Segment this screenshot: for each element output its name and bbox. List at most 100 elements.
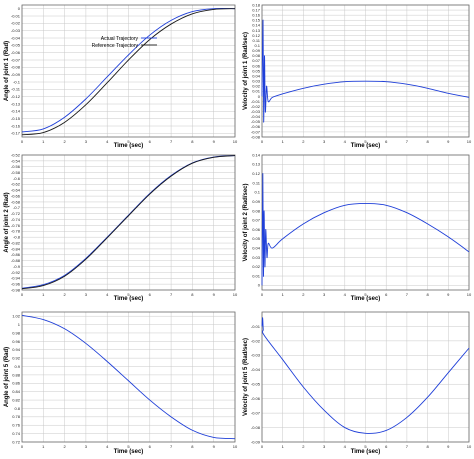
y-tick-label: -0.86 xyxy=(11,252,21,257)
x-tick-label: 8 xyxy=(426,292,429,297)
panel-angle-joint-2: 0 1 2 3 4 5 6 7 8 9 10-0.52-0.54-0.56-0.58-0.6-0.6… xyxy=(4,152,238,302)
y-tick-label: -0.05 xyxy=(11,43,21,48)
x-tick-label: 10 xyxy=(233,139,238,144)
x-tick-label: 10 xyxy=(467,139,472,144)
y-tick-label: -0.11 xyxy=(11,87,21,92)
plot-frame xyxy=(21,4,236,138)
x-tick-label: 3 xyxy=(323,444,326,449)
y-axis-label: Angle of joint 1 (Rad) xyxy=(4,41,10,101)
y-tick-label: -0.04 xyxy=(11,35,21,40)
y-tick-label: -0.68 xyxy=(11,199,21,204)
x-tick-label: 4 xyxy=(106,444,109,449)
y-tick-label: -0.6 xyxy=(13,176,21,181)
y-tick-label: -0.92 xyxy=(11,270,21,275)
y-tick-label: 0.07 xyxy=(252,58,261,63)
y-tick-label: -0.78 xyxy=(11,229,21,234)
y-tick-label: -0.13 xyxy=(11,101,21,106)
y-tick-label: 0.84 xyxy=(12,389,21,394)
x-tick-label: 3 xyxy=(323,139,326,144)
y-axis-label: Velocity of joint 2 (Rad/sec) xyxy=(243,183,249,261)
y-tick-label: -0.08 xyxy=(11,65,21,70)
x-tick-label: 0 xyxy=(261,444,264,449)
x-tick-label: 7 xyxy=(406,292,409,297)
y-tick-label: -0.16 xyxy=(11,123,21,128)
y-tick-label: -0.05 xyxy=(251,119,261,124)
panel-angle-joint-5: 0 1 2 3 4 5 6 7 8 9 10 1.02 1 0.98 0.96 0.94 0.92 0.9 0.88… xyxy=(4,311,238,455)
x-tick-label: 5 xyxy=(127,444,130,449)
x-tick-label: 8 xyxy=(191,292,194,297)
x-tick-label: 10 xyxy=(467,292,472,297)
y-tick-label: 0.04 xyxy=(252,73,261,78)
x-tick-label: 6 xyxy=(385,444,388,449)
y-tick-label: -0.07 xyxy=(251,129,261,134)
x-tick-label: 2 xyxy=(302,139,305,144)
y-tick-label: 0.94 xyxy=(12,347,21,352)
x-tick-label: 7 xyxy=(170,292,173,297)
series-line-1 xyxy=(261,19,470,123)
y-tick-label: -0.01 xyxy=(11,13,21,18)
x-tick-label: 4 xyxy=(106,139,109,144)
y-tick-label: 0.09 xyxy=(252,199,261,204)
y-tick-label: 1 xyxy=(18,322,21,327)
y-tick-label: 0.1 xyxy=(254,190,260,195)
y-tick-label: 0.98 xyxy=(12,330,21,335)
y-tick-label: 0 xyxy=(258,94,261,99)
y-tick-label: -0.66 xyxy=(11,193,21,198)
y-tick-label: -0.08 xyxy=(251,425,261,430)
plot-frame xyxy=(261,311,470,443)
y-tick-label: -0.82 xyxy=(11,240,21,245)
x-tick-label: 6 xyxy=(385,292,388,297)
series-line-2 xyxy=(21,8,236,136)
y-tick-label: -0.14 xyxy=(11,109,21,114)
x-axis-label: Time (sec) xyxy=(114,449,144,455)
x-tick-label: 9 xyxy=(213,139,216,144)
x-tick-label: 1 xyxy=(282,139,285,144)
y-tick-label: -0.06 xyxy=(11,50,21,55)
y-tick-label: 0.18 xyxy=(252,2,261,7)
x-tick-label: 5 xyxy=(364,139,367,144)
x-tick-label: 7 xyxy=(170,444,173,449)
legend-label-2: Reference Trajectory xyxy=(92,43,139,49)
y-tick-label: 0.04 xyxy=(252,246,261,251)
y-tick-label: 0.78 xyxy=(12,414,21,419)
y-tick-label: 0.14 xyxy=(252,152,261,157)
y-tick-label: -0.7 xyxy=(13,205,21,210)
y-tick-label: -0.03 xyxy=(11,28,21,33)
y-tick-label: 0.11 xyxy=(253,38,261,43)
x-tick-label: 8 xyxy=(426,139,429,144)
x-axis-label: Time (sec) xyxy=(351,449,381,455)
series-line-1 xyxy=(261,317,470,434)
x-axis-label: Time (sec) xyxy=(114,296,144,302)
x-tick-label: 9 xyxy=(213,444,216,449)
y-tick-label: 0.08 xyxy=(252,208,261,213)
x-tick-label: 2 xyxy=(63,139,66,144)
x-tick-label: 6 xyxy=(149,292,152,297)
panel-angle-joint-1: 0 1 2 3 4 5 6 7 8 9 10 0 -0.01 -0.02 -0.03 -0.04 -0.05 -0… xyxy=(4,4,238,149)
y-tick-label: -0.9 xyxy=(13,264,21,269)
y-tick-label: -0.17 xyxy=(11,131,21,136)
y-tick-label: -0.64 xyxy=(11,188,21,193)
x-tick-label: 1 xyxy=(42,139,45,144)
y-tick-label: 0.06 xyxy=(252,227,261,232)
y-tick-label: -0.72 xyxy=(11,211,21,216)
y-axis-label: Angle of joint 5 (Rad) xyxy=(4,347,10,407)
y-tick-label: -0.09 xyxy=(11,72,21,77)
y-tick-label: 0.1 xyxy=(254,43,260,48)
y-tick-label: 0.92 xyxy=(12,356,21,361)
y-tick-label: 0.01 xyxy=(252,89,261,94)
x-tick-label: 9 xyxy=(447,444,450,449)
panel-velocity-joint-5: 0 1 2 3 4 5 6 7 8 9 10 -0.01 -0.02 -0.03 -0.04 -0.05 -0.… xyxy=(243,311,472,455)
y-axis-label: Angle of joint 2 (Rad) xyxy=(4,192,10,252)
y-tick-label: 0.16 xyxy=(252,13,261,18)
y-tick-label: 0.17 xyxy=(252,7,261,12)
x-tick-label: 8 xyxy=(191,444,194,449)
y-tick-label: 0 xyxy=(258,283,261,288)
x-tick-label: 9 xyxy=(447,139,450,144)
y-tick-label: -0.54 xyxy=(11,158,21,163)
x-tick-label: 10 xyxy=(233,444,238,449)
x-tick-label: 1 xyxy=(42,292,45,297)
x-tick-label: 7 xyxy=(406,139,409,144)
y-tick-label: 0.06 xyxy=(252,63,261,68)
series-line-1 xyxy=(21,8,236,133)
